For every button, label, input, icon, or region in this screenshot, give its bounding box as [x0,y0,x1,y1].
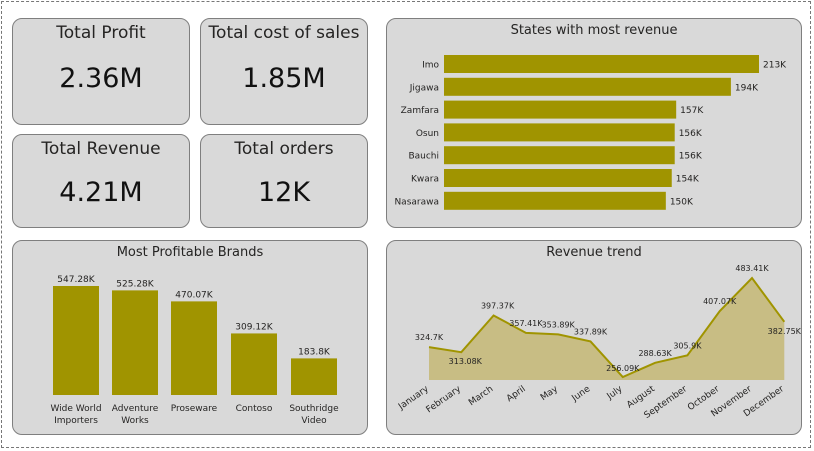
revenue-value-label: 357.41K [509,319,543,328]
kpi-value: 4.21M [59,177,143,208]
kpi-card-total-cost-of-sales[interactable]: Total cost of sales 1.85M [200,18,368,125]
brand-bar [291,358,337,395]
brands-profit-chart[interactable]: Most Profitable Brands 547.28K Wide World… [12,240,368,435]
kpi-value: 12K [257,177,311,208]
states-bar-svg: Imo 213K Jigawa 194K Zamfara 157K Osun 156K Bauc… [394,55,787,210]
revenue-area-svg: 324.7KJanuary313.08KFebruary397.37KMarch… [396,264,801,421]
brand-bar [231,333,277,395]
state-value-label: 154K [676,175,700,185]
kpi-label: Total Revenue [41,139,161,159]
state-value-label: 156K [679,152,703,162]
brand-value-label: 547.28K [57,275,95,285]
revenue-value-label: 397.37K [481,301,515,310]
brand-category-label: Video [301,416,327,426]
state-category-label: Osun [416,129,439,139]
revenue-value-label: 288.63K [638,349,672,358]
state-category-label: Zamfara [401,106,439,116]
revenue-value-label: 313.08K [449,357,483,366]
state-category-label: Nasarawa [394,197,439,207]
revenue-area-fill [429,278,785,380]
states-revenue-chart[interactable]: States with most revenue Imo 213K Jigawa 19… [386,18,802,228]
month-label: May [539,384,561,403]
month-label: April [505,384,528,404]
chart-title: Most Profitable Brands [116,245,264,260]
revenue-value-label: 324.7K [415,333,444,342]
state-bar [444,100,677,119]
state-category-label: Kwara [411,175,439,185]
state-value-label: 213K [763,61,787,71]
kpi-label: Total orders [234,139,334,159]
state-value-label: 157K [680,106,704,116]
chart-title: States with most revenue [510,23,678,38]
revenue-value-label: 256.09K [606,364,640,373]
kpi-card-total-profit[interactable]: Total Profit 2.36M [12,18,190,125]
revenue-value-label: 382.75K [768,327,801,336]
state-bar [444,169,672,187]
state-bar [444,55,759,73]
brand-category-label: Contoso [236,404,273,414]
kpi-value: 2.36M [59,63,143,94]
revenue-value-label: 353.89K [542,320,576,329]
state-value-label: 150K [670,197,694,207]
brand-value-label: 183.8K [298,347,331,357]
state-bar [444,77,731,96]
revenue-line [428,276,786,379]
brand-category-label: Southridge [289,404,339,414]
revenue-value-label: 407.07K [703,297,737,306]
kpi-label: Total Profit [56,23,146,43]
kpi-card-total-orders[interactable]: Total orders 12K [200,134,368,228]
month-label: February [425,384,464,415]
brand-category-label: Proseware [171,404,218,414]
revenue-value-label: 337.89K [574,327,608,336]
brand-category-label: Importers [54,416,98,426]
month-label: July [605,384,625,402]
state-value-label: 194K [735,83,759,93]
brand-bar [112,290,158,395]
state-category-label: Jigawa [409,83,439,93]
brand-category-label: Wide World [50,404,101,414]
kpi-card-total-revenue[interactable]: Total Revenue 4.21M [12,134,190,228]
brand-category-label: Works [121,416,149,426]
state-bar [444,146,675,165]
state-category-label: Bauchi [408,152,439,162]
brand-bar [53,286,99,395]
revenue-value-label: 305.9K [673,341,702,350]
brands-bar-svg: 547.28K Wide World Importers 525.28K Adventu… [50,275,339,426]
state-bar [444,123,675,142]
revenue-trend-chart[interactable]: Revenue trend 324.7K January 313.08K Februa… [386,240,802,435]
brand-value-label: 470.07K [175,290,213,300]
state-bar [444,191,666,210]
month-label: June [570,384,593,404]
kpi-value: 1.85M [242,63,326,94]
brand-category-label: Adventure [112,404,159,414]
month-label: March [467,384,495,408]
state-category-label: Imo [422,61,439,71]
brand-value-label: 309.12K [235,322,273,332]
chart-title: Revenue trend [546,245,642,260]
brand-bar [171,301,217,395]
brand-value-label: 525.28K [116,279,154,289]
revenue-value-label: 483.41K [735,264,769,273]
state-value-label: 156K [679,129,703,139]
kpi-label: Total cost of sales [208,23,360,43]
